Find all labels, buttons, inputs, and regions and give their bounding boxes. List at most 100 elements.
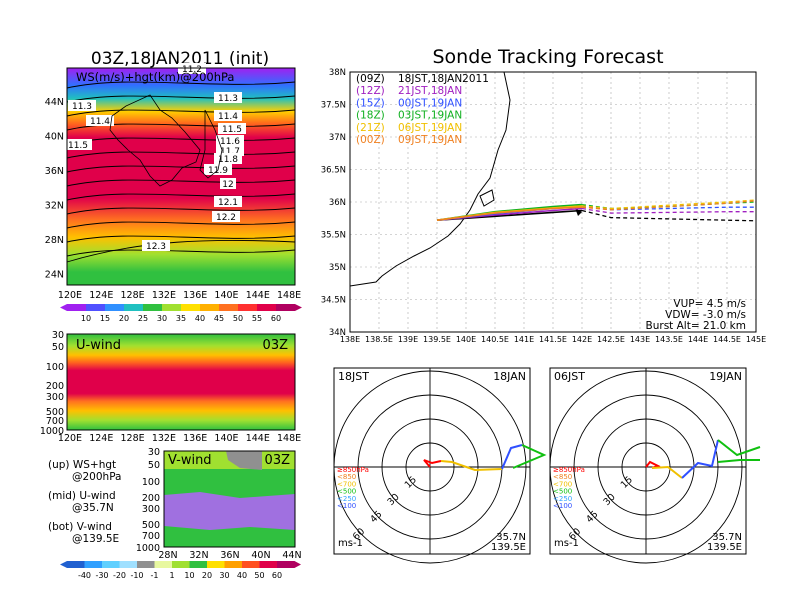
contour-label: 12.3 xyxy=(146,242,166,252)
v-wind-p-tick: 200 xyxy=(142,493,160,504)
contour-label: 11.5 xyxy=(222,125,242,135)
tracking-lon-tick: 144.5E xyxy=(713,335,741,344)
tracking-grid xyxy=(350,72,756,332)
ws-colorbar-tick: 20 xyxy=(119,314,129,323)
u-wind-p-tick: 1000 xyxy=(40,426,64,437)
contour-label: 11.4 xyxy=(218,112,238,122)
hodograph-date: 18JAN xyxy=(493,370,526,383)
v-wind-p-tick: 500 xyxy=(142,520,160,531)
legend-note-line2: @200hPa xyxy=(72,471,122,483)
height-contour xyxy=(66,165,296,173)
map-lon-tick-label: 128E xyxy=(121,290,145,301)
contour-label-bg xyxy=(64,139,92,150)
v-wind-p-tick: 700 xyxy=(142,531,160,542)
tracking-lat-tick: 35N xyxy=(329,263,346,273)
legend-run-time: 21JST,18JAN xyxy=(398,85,462,97)
hodograph-level-label: <100 xyxy=(337,502,356,510)
contour-label-bg xyxy=(86,115,114,126)
v-colorbar-cell xyxy=(119,561,137,568)
tracking-lat-tick: 37.5N xyxy=(321,101,346,111)
contour-label-bg xyxy=(216,145,244,156)
v-colorbar-cell xyxy=(67,561,85,568)
ws-colorbar-tick: 40 xyxy=(195,314,205,323)
height-contour xyxy=(66,151,296,159)
ws-colorbar-arrow xyxy=(295,304,302,311)
v-wind-title: V-wind xyxy=(168,453,212,468)
hodograph-frame xyxy=(549,367,747,555)
map-lon-tick-label: 144E xyxy=(246,290,270,301)
ws-colorbar-cell xyxy=(67,304,86,311)
height-contour xyxy=(66,207,296,215)
hodograph-level-label: <100 xyxy=(553,502,572,510)
v-colorbar-tick: -10 xyxy=(130,571,143,580)
legend-run-time: 09JST,19JAN xyxy=(398,134,462,146)
map-lon-tick-label: 136E xyxy=(183,290,207,301)
map-lon-tick-label: 132E xyxy=(152,290,176,301)
v-colorbar-tick: 40 xyxy=(237,571,247,580)
map-lat-tick-label: 24N xyxy=(45,270,64,281)
tracking-lat-tick: 36N xyxy=(329,198,346,208)
hodograph-level-label: ≥850hPa xyxy=(553,466,585,474)
legend-run-code: (18Z) xyxy=(356,110,385,122)
v-colorbar-cell xyxy=(189,561,207,568)
height-contour-lines: 11.2 11.3 11.3 11.4 11.4 11.5 11.5 11.611.711.8… xyxy=(64,63,296,263)
ws-colorbar-cell xyxy=(219,304,238,311)
boso-outline xyxy=(479,189,495,207)
height-contour xyxy=(66,81,296,89)
panel-legend-notes: (up) WS+hgt@200hPa (mid) U-wind@35.7N (bot… xyxy=(48,459,122,545)
contour-label-bg xyxy=(218,123,246,134)
v-colorbar-tick: 10 xyxy=(184,571,194,580)
hodograph-lat: 35.7N xyxy=(712,532,742,543)
tracking-lat-tick: 34N xyxy=(329,328,346,338)
v-colorbar-tick: -30 xyxy=(95,571,108,580)
u-wind-p-tick: 700 xyxy=(46,416,64,427)
map-lon-tick-label: 120E xyxy=(58,290,82,301)
height-contour xyxy=(66,249,296,257)
hodograph-lat: 35.7N xyxy=(496,532,526,543)
contour-label-bg xyxy=(220,178,236,189)
ws-colorbar-tick: 60 xyxy=(271,314,281,323)
tracking-lat-tick: 34.5N xyxy=(321,296,346,306)
v-wind-p-tick: 1000 xyxy=(136,543,160,554)
ws-colorbar-tick: 15 xyxy=(100,314,110,323)
hodograph-level-label: ≥850hPa xyxy=(337,466,369,474)
ws-colorbar-cell xyxy=(200,304,219,311)
hodograph-frame xyxy=(333,367,531,555)
hodograph-level-label: <850 xyxy=(337,473,356,481)
u-wind-lon-tick: 136E xyxy=(183,433,207,444)
hodograph-level-label: <250 xyxy=(337,495,356,503)
v-colorbar-tick: 60 xyxy=(272,571,282,580)
u-wind-frame xyxy=(66,333,296,431)
ws-colorbar-tick: 30 xyxy=(157,314,167,323)
u-wind-p-tick: 200 xyxy=(46,381,64,392)
v-wind-p-tick: 30 xyxy=(148,447,160,458)
contour-label-bg xyxy=(214,92,242,103)
v-colorbar-cell xyxy=(259,561,277,568)
hodograph-level-label: <500 xyxy=(553,488,572,496)
contour-label: 11.3 xyxy=(218,94,238,104)
v-wind-colorbar: -40 -30 -20 -10 -1 1 10 20 30 40 50 60 xyxy=(60,561,301,580)
map-label: WS(m/s)+hgt(km)@200hPa xyxy=(76,70,234,84)
tracking-lon-tick: 139E xyxy=(398,335,418,344)
tracking-lon-tick: 143E xyxy=(630,335,650,344)
v-wind-lat-tick: 32N xyxy=(189,550,208,561)
hodograph-unit: ms-1 xyxy=(554,538,579,549)
legend-run-code: (15Z) xyxy=(356,97,385,109)
hodograph-segment xyxy=(423,459,442,468)
v-colorbar-arrow xyxy=(294,561,301,568)
ws-colorbar-cell xyxy=(257,304,276,311)
contour-label-bg xyxy=(214,110,242,121)
height-contour xyxy=(66,239,296,263)
ws-colorbar-cell xyxy=(181,304,200,311)
ws-colorbar-cell xyxy=(86,304,105,311)
contour-label: 11.8 xyxy=(218,155,238,165)
vdw-text: VDW= -3.0 m/s xyxy=(665,309,746,321)
u-wind-lon-tick: 120E xyxy=(58,433,82,444)
v-colorbar-arrow xyxy=(60,561,67,568)
contour-label-bg xyxy=(68,100,96,111)
u-wind-p-tick: 50 xyxy=(52,342,64,353)
u-wind-lon-tick: 140E xyxy=(214,433,238,444)
map-lon-ticks: 120E 124E 128E 132E 136E 140E 144E 148E xyxy=(58,290,301,301)
